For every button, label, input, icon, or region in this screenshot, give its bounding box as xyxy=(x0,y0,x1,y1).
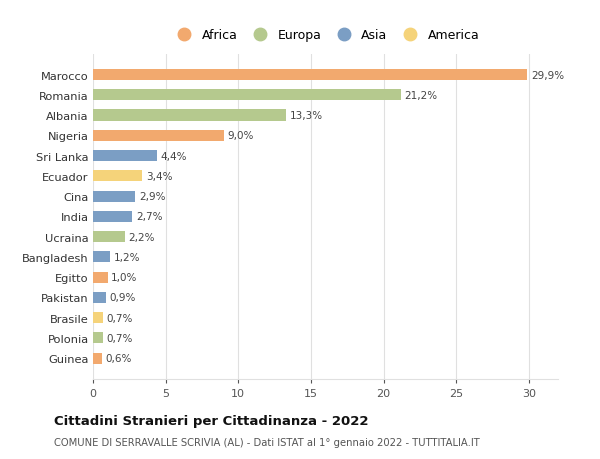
Text: COMUNE DI SERRAVALLE SCRIVIA (AL) - Dati ISTAT al 1° gennaio 2022 - TUTTITALIA.I: COMUNE DI SERRAVALLE SCRIVIA (AL) - Dati… xyxy=(54,437,480,447)
Bar xyxy=(93,211,132,223)
Text: 2,7%: 2,7% xyxy=(136,212,163,222)
Text: 0,9%: 0,9% xyxy=(110,293,136,303)
Bar xyxy=(93,90,401,101)
Text: 9,0%: 9,0% xyxy=(227,131,254,141)
Text: Cittadini Stranieri per Cittadinanza - 2022: Cittadini Stranieri per Cittadinanza - 2… xyxy=(54,414,368,428)
Bar xyxy=(93,333,103,344)
Text: 4,4%: 4,4% xyxy=(161,151,187,161)
Text: 29,9%: 29,9% xyxy=(531,70,564,80)
Text: 1,0%: 1,0% xyxy=(111,273,137,283)
Text: 0,7%: 0,7% xyxy=(107,313,133,323)
Text: 13,3%: 13,3% xyxy=(290,111,323,121)
Bar xyxy=(93,151,157,162)
Bar xyxy=(93,353,102,364)
Text: 1,2%: 1,2% xyxy=(114,252,140,262)
Bar xyxy=(93,70,527,81)
Bar xyxy=(93,110,286,121)
Text: 2,2%: 2,2% xyxy=(128,232,155,242)
Text: 0,7%: 0,7% xyxy=(107,333,133,343)
Text: 21,2%: 21,2% xyxy=(404,90,438,101)
Bar xyxy=(93,231,125,243)
Text: 3,4%: 3,4% xyxy=(146,172,173,181)
Bar xyxy=(93,191,135,202)
Bar xyxy=(93,272,107,283)
Bar xyxy=(93,252,110,263)
Bar xyxy=(93,313,103,324)
Bar xyxy=(93,130,224,141)
Bar xyxy=(93,171,142,182)
Bar xyxy=(93,292,106,303)
Text: 2,9%: 2,9% xyxy=(139,192,165,202)
Legend: Africa, Europa, Asia, America: Africa, Europa, Asia, America xyxy=(172,29,479,42)
Text: 0,6%: 0,6% xyxy=(106,353,132,364)
